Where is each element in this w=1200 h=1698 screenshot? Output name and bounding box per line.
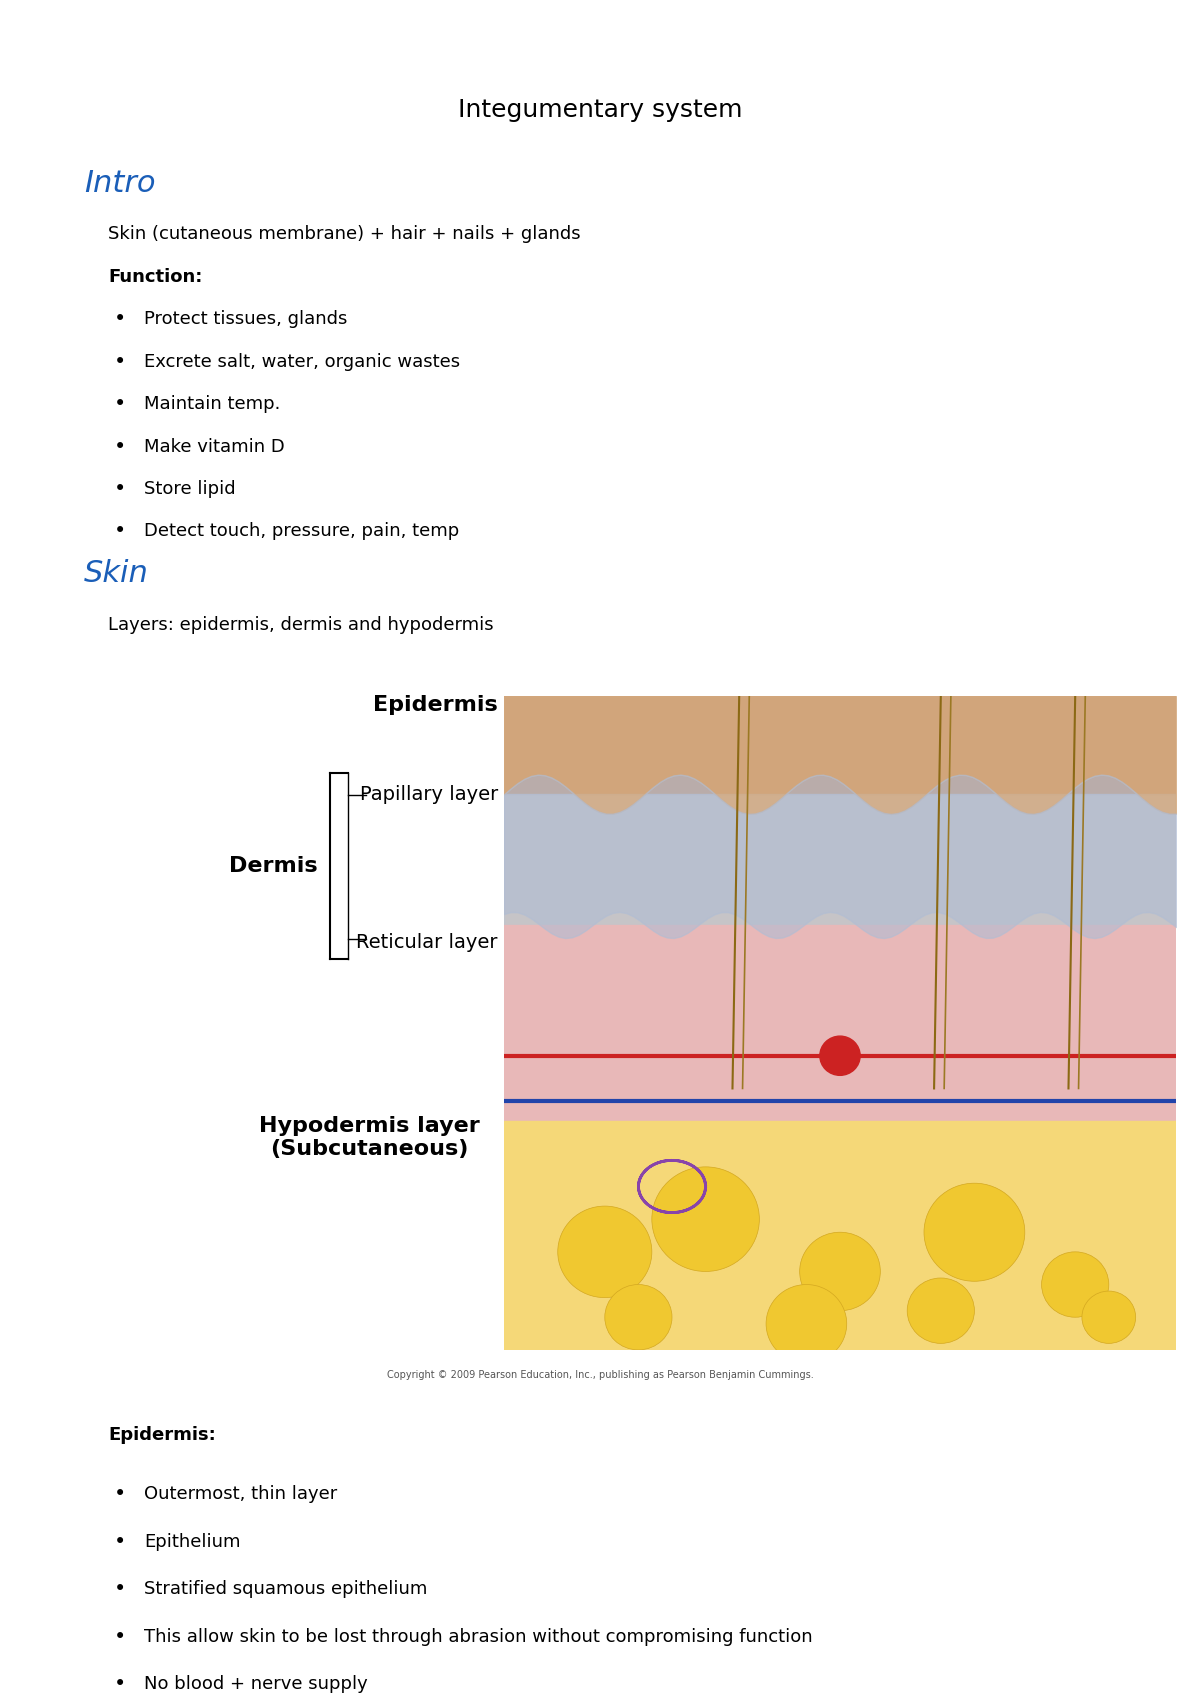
Circle shape: [652, 1167, 760, 1272]
Text: Excrete salt, water, organic wastes: Excrete salt, water, organic wastes: [144, 353, 460, 370]
Polygon shape: [504, 925, 1176, 1121]
Text: •: •: [114, 1674, 126, 1695]
Text: Epidermis:: Epidermis:: [108, 1426, 216, 1443]
Circle shape: [799, 1233, 881, 1311]
Circle shape: [820, 1036, 860, 1075]
Text: •: •: [114, 521, 126, 542]
Text: •: •: [114, 436, 126, 457]
Polygon shape: [504, 1121, 1176, 1350]
Text: No blood + nerve supply: No blood + nerve supply: [144, 1676, 367, 1693]
Text: Reticular layer: Reticular layer: [356, 932, 498, 953]
Text: Outermost, thin layer: Outermost, thin layer: [144, 1486, 337, 1503]
Circle shape: [1082, 1290, 1135, 1343]
Text: •: •: [114, 1627, 126, 1647]
Text: Hypodermis layer
(Subcutaneous): Hypodermis layer (Subcutaneous): [259, 1116, 480, 1160]
Text: Skin: Skin: [84, 559, 149, 589]
Text: •: •: [114, 1484, 126, 1504]
Circle shape: [924, 1184, 1025, 1282]
Text: •: •: [114, 479, 126, 499]
Text: Intro: Intro: [84, 168, 156, 199]
Text: •: •: [114, 1579, 126, 1600]
Text: Protect tissues, glands: Protect tissues, glands: [144, 311, 347, 328]
Text: Stratified squamous epithelium: Stratified squamous epithelium: [144, 1581, 427, 1598]
Circle shape: [1042, 1251, 1109, 1318]
Text: •: •: [114, 351, 126, 372]
Circle shape: [605, 1284, 672, 1350]
Text: Copyright © 2009 Pearson Education, Inc., publishing as Pearson Benjamin Cumming: Copyright © 2009 Pearson Education, Inc.…: [386, 1370, 814, 1380]
Text: •: •: [114, 394, 126, 414]
Text: •: •: [114, 1532, 126, 1552]
Text: Make vitamin D: Make vitamin D: [144, 438, 284, 455]
Text: Maintain temp.: Maintain temp.: [144, 396, 281, 413]
Text: Layers: epidermis, dermis and hypodermis: Layers: epidermis, dermis and hypodermis: [108, 616, 493, 633]
Text: Function:: Function:: [108, 268, 203, 285]
Text: Integumentary system: Integumentary system: [457, 98, 743, 122]
Polygon shape: [504, 696, 1176, 795]
Text: Papillary layer: Papillary layer: [360, 784, 498, 805]
Text: Detect touch, pressure, pain, temp: Detect touch, pressure, pain, temp: [144, 523, 460, 540]
Text: This allow skin to be lost through abrasion without compromising function: This allow skin to be lost through abras…: [144, 1628, 812, 1645]
Text: Store lipid: Store lipid: [144, 481, 235, 498]
Circle shape: [766, 1285, 847, 1363]
Text: •: •: [114, 309, 126, 329]
Text: Dermis: Dermis: [229, 856, 318, 876]
Circle shape: [558, 1206, 652, 1297]
Circle shape: [907, 1279, 974, 1343]
Text: Skin (cutaneous membrane) + hair + nails + glands: Skin (cutaneous membrane) + hair + nails…: [108, 226, 581, 243]
Polygon shape: [504, 696, 1176, 1350]
Polygon shape: [504, 795, 1176, 925]
Text: Epithelium: Epithelium: [144, 1533, 240, 1550]
Text: Epidermis: Epidermis: [373, 694, 498, 715]
